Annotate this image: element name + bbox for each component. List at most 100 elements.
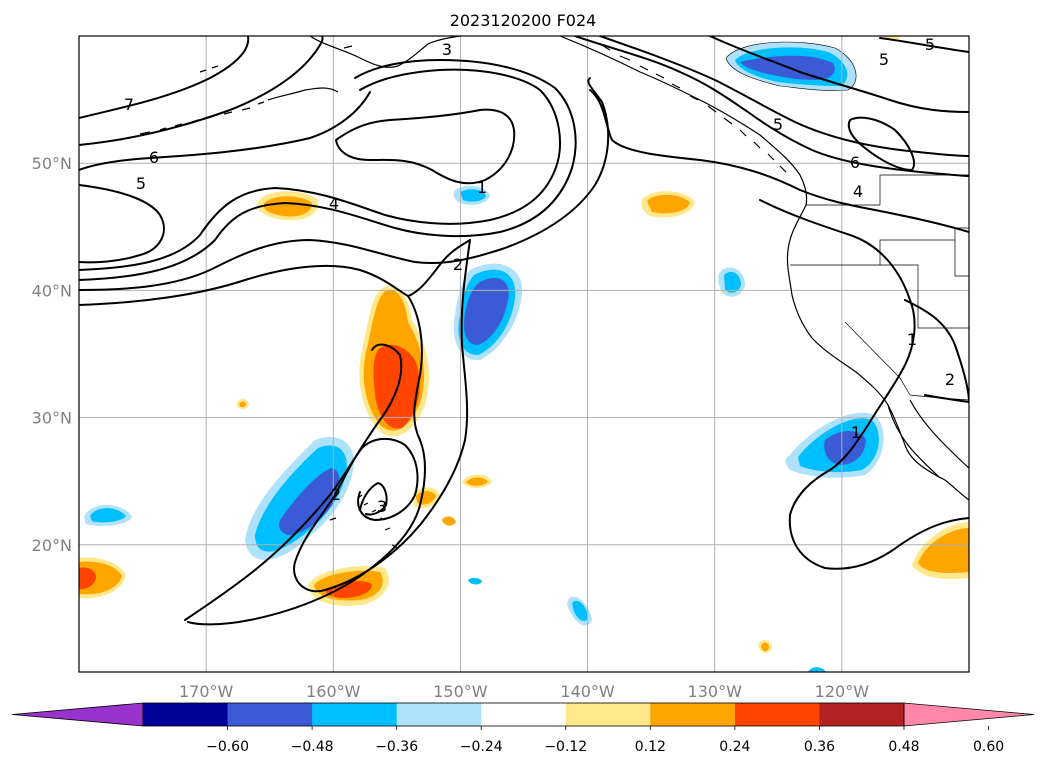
- contour-label-1: 1: [477, 178, 487, 197]
- negative-anomaly-central-north: [453, 263, 523, 361]
- contour-5c-east: [709, 36, 969, 113]
- colorbar-segment: [227, 703, 313, 726]
- contour-label-3-south: 3: [377, 497, 387, 516]
- contour-1-loop: [335, 108, 516, 185]
- contour-3-south: [293, 239, 471, 593]
- contour-label-3: 3: [442, 40, 452, 59]
- contour-1-east: [759, 199, 969, 570]
- gulf-of-california-coast: [909, 399, 969, 469]
- contour-label-5: 5: [136, 174, 146, 193]
- colorbar-extend-max: [903, 702, 1035, 727]
- california-nevada-border: [844, 321, 911, 396]
- longitude-label: 130°W: [688, 682, 743, 701]
- idaho-border: [954, 240, 969, 277]
- positive-anomaly-northwest: [257, 191, 319, 221]
- positive-anomaly-southeast: [912, 522, 969, 579]
- colorbar-frame: [142, 702, 905, 727]
- longitude-label: 140°W: [560, 682, 615, 701]
- alaska-coast: [309, 36, 461, 68]
- negative-anomaly-tiny: [468, 577, 482, 585]
- contour-3-east: [924, 394, 969, 403]
- panhandle-islands: [599, 43, 787, 173]
- negative-anomaly-south-central: [567, 596, 592, 626]
- colorbar-tick-label: 0.12: [635, 739, 666, 755]
- colorbar-segment: [565, 703, 651, 726]
- anomaly-shading: [79, 36, 969, 672]
- contour-6b-west: [79, 91, 371, 171]
- contour-label-1-east: 1: [907, 330, 917, 349]
- contour-5b-east: [599, 36, 969, 157]
- negative-anomaly-southeast: [785, 412, 884, 478]
- contour-label-5-east: 5: [773, 115, 783, 134]
- contour-label-5-top: 5: [925, 35, 935, 54]
- latitude-label: 20°N: [32, 536, 72, 555]
- negative-anomaly-small-north: [453, 185, 490, 205]
- longitude-label: 160°W: [306, 682, 361, 701]
- negative-anomaly-southwest: [245, 436, 354, 560]
- colorbar-segment: [312, 703, 398, 726]
- contour-label-4-east: 4: [853, 182, 863, 201]
- contour-7: [79, 36, 250, 119]
- contour-3-small: [359, 482, 388, 516]
- latitude-labels: 20°N 30°N 40°N 50°N: [32, 154, 72, 555]
- colorbar: −0.60 −0.48 −0.36 −0.24 −0.12 0.12 0.24 0.36 0.4…: [11, 702, 1035, 755]
- latitude-label: 40°N: [32, 281, 72, 300]
- contour-label-6: 6: [149, 148, 159, 167]
- latitude-label: 30°N: [32, 409, 72, 428]
- contour-6-west: [79, 36, 324, 146]
- contour-label-1-southeast: 1: [851, 423, 861, 442]
- colorbar-tick-label: 0.48: [888, 739, 919, 755]
- colorbar-tick-label: 0.24: [719, 739, 750, 755]
- colorbar-extend-min: [11, 702, 144, 727]
- colorbar-tick-label: 0.36: [804, 739, 835, 755]
- colorbar-tick-label: −0.60: [206, 739, 249, 755]
- map-background: [79, 36, 969, 672]
- contour-5-loop: [79, 184, 165, 264]
- west-coast: [786, 204, 969, 501]
- colorbar-tick-label: 0.60: [973, 739, 1004, 755]
- contour-3: [79, 59, 577, 281]
- alaska-peninsula-coast: [267, 87, 339, 101]
- contour-label-4: 4: [329, 194, 339, 213]
- height-contours: [79, 36, 969, 626]
- colorbar-tick-label: −0.48: [291, 739, 334, 755]
- colorbar-segment: [819, 703, 905, 726]
- longitude-labels: 170°W 160°W 150°W 140°W 130°W 120°W: [179, 682, 869, 701]
- contour-label-5-northeast: 5: [879, 50, 889, 69]
- colorbar-segment: [734, 703, 820, 726]
- contour-2-lower: [79, 239, 471, 306]
- longitude-label: 170°W: [179, 682, 234, 701]
- contour-2-east: [904, 299, 969, 401]
- longitude-label: 150°W: [433, 682, 488, 701]
- positive-anomaly-central: [359, 286, 430, 437]
- negative-anomaly-far-west: [84, 504, 132, 526]
- map-area: 7 6 5 4 3 2 1 5 5 5 6 4 1 1 2 2 3: [78, 35, 970, 673]
- contour-5-east: [574, 36, 969, 177]
- contour-label-7: 7: [124, 95, 134, 114]
- contour-5d-east: [879, 37, 969, 53]
- latitude-label: 50°N: [32, 154, 72, 173]
- contour-4: [79, 68, 561, 271]
- contour-2-southwest: [187, 295, 426, 626]
- negative-anomaly-bottom-edge: [808, 667, 826, 672]
- colorbar-segment: [650, 703, 736, 726]
- contour-label-2-east: 2: [945, 370, 955, 389]
- colorbar-tick-label: −0.36: [375, 739, 418, 755]
- colorbar-tick-label: −0.12: [544, 739, 587, 755]
- contour-6-loop: [847, 116, 915, 171]
- contour-label-2: 2: [453, 255, 463, 274]
- gridlines: [79, 36, 969, 672]
- panhandle-coast: [559, 36, 808, 206]
- negative-anomaly-small-east: [718, 267, 745, 297]
- colorbar-tick-label: −0.24: [460, 739, 503, 755]
- figure-title: 2023120200 F024: [450, 11, 597, 30]
- map-frame: [78, 35, 970, 673]
- contour-label-2-south: 2: [331, 485, 341, 504]
- northern-islands: [199, 45, 353, 73]
- nevada-border: [880, 264, 969, 329]
- colorbar-segment: [143, 703, 229, 726]
- contour-4-east: [589, 89, 969, 233]
- contour-2-south: [184, 343, 403, 621]
- positive-anomaly-north-central: [641, 191, 695, 218]
